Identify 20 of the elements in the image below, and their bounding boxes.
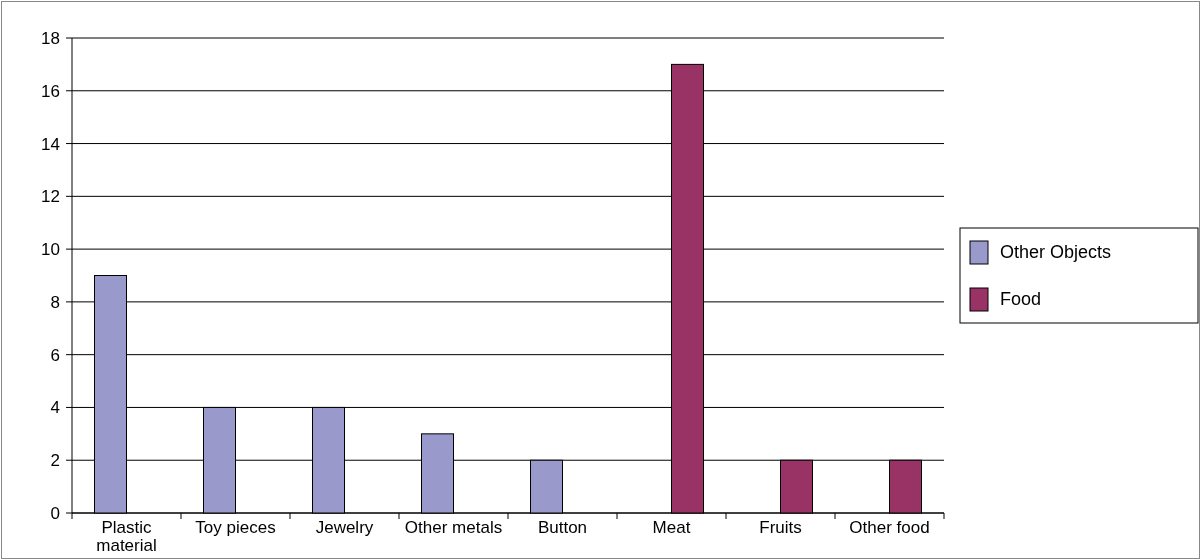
y-tick-label: 4 [50, 398, 60, 418]
y-tick-label: 2 [50, 451, 60, 471]
legend-label: Other Objects [1000, 242, 1112, 263]
y-tick-label: 8 [50, 292, 60, 312]
x-tick-label: Jewelry [315, 518, 374, 537]
y-tick-label: 12 [41, 187, 60, 207]
y-tick-label: 18 [41, 28, 60, 48]
y-tick-label: 14 [41, 134, 60, 154]
y-tick-label: 6 [50, 345, 60, 365]
x-tick-label: Meat [652, 518, 691, 537]
x-tick-label: Toy pieces [195, 518, 276, 537]
x-tick-label: Plastic material [96, 518, 157, 555]
x-tick-label: Other metals [404, 518, 503, 537]
legend-label: Food [1000, 289, 1042, 310]
x-tick-label: Fruits [759, 518, 802, 537]
y-tick-label: 10 [41, 240, 60, 260]
y-tick-label: 16 [41, 81, 60, 101]
y-tick-label: 0 [50, 503, 60, 523]
x-tick-label: Other food [849, 518, 930, 537]
x-tick-label: Button [537, 518, 588, 537]
